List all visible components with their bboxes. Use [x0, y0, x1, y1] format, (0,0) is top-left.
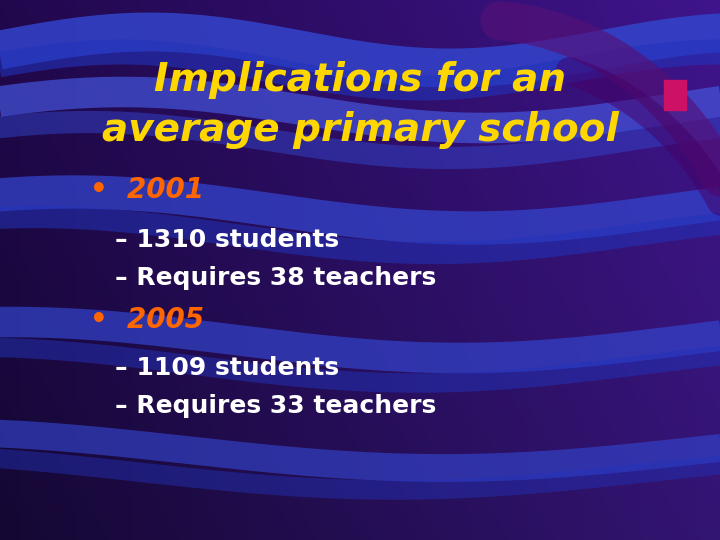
- Bar: [664, 80, 686, 110]
- Text: – Requires 33 teachers: – Requires 33 teachers: [115, 394, 436, 418]
- Text: •  2001: • 2001: [90, 176, 204, 204]
- Text: average primary school: average primary school: [102, 111, 618, 149]
- Text: – 1310 students: – 1310 students: [115, 228, 339, 252]
- Text: Implications for an: Implications for an: [154, 61, 566, 99]
- Text: – 1109 students: – 1109 students: [115, 356, 339, 380]
- Text: •  2005: • 2005: [90, 306, 204, 334]
- Text: – Requires 38 teachers: – Requires 38 teachers: [115, 266, 436, 290]
